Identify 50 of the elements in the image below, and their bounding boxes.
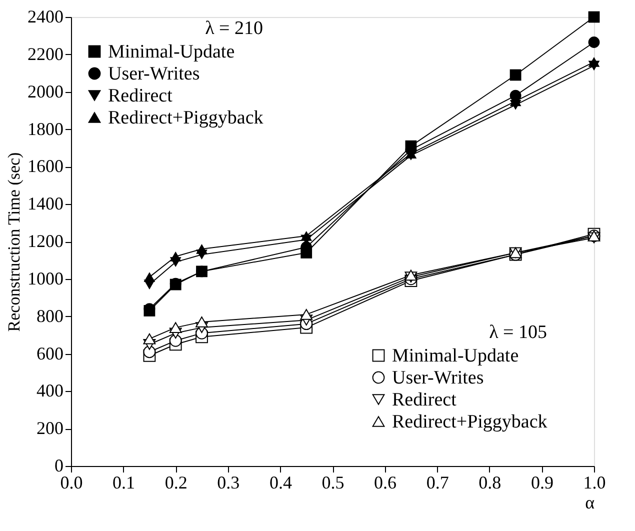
point <box>588 56 600 67</box>
x-axis-title: α <box>585 492 596 512</box>
legend-label: Minimal-Update <box>392 346 519 366</box>
point <box>169 322 182 333</box>
text: λ = 105 <box>489 322 547 343</box>
y-tick-label: 800 <box>36 306 64 326</box>
point <box>510 69 522 81</box>
x-tick-label: 1.0 <box>583 472 606 492</box>
x-tick-label: 0.2 <box>164 472 188 492</box>
point <box>300 230 312 241</box>
point <box>143 346 156 358</box>
y-tick-label: 1400 <box>28 194 64 214</box>
x-tick-label: 0.7 <box>426 472 449 492</box>
x-tick-label: 0.3 <box>217 472 240 492</box>
point <box>170 252 182 262</box>
y-tick-label: 1600 <box>28 156 64 176</box>
point <box>143 333 156 344</box>
point <box>144 272 156 282</box>
x-tick-label: 0.8 <box>478 472 502 492</box>
y-tick-label: 2200 <box>28 44 64 64</box>
x-tick-label: 0.0 <box>60 472 83 492</box>
x-tick-label: 0.4 <box>269 472 292 492</box>
y-tick-label: 2400 <box>28 6 64 26</box>
x-tick-label: 0.1 <box>112 472 136 492</box>
y-axis-title: Reconstruction Time (sec) <box>4 152 24 332</box>
y-tick-label: 400 <box>36 380 64 401</box>
legend-label: Redirect <box>392 390 458 410</box>
y-tick-label: 600 <box>36 343 64 364</box>
point <box>196 244 208 254</box>
legend-label: User-Writes <box>392 368 484 388</box>
point <box>588 36 600 48</box>
legend-label: Minimal-Update <box>108 42 235 62</box>
y-tick-label: 200 <box>36 418 64 438</box>
y-tick-label: 1200 <box>28 231 64 251</box>
y-tick-label: 1000 <box>28 268 64 288</box>
point <box>169 334 182 347</box>
legend-label: Redirect+Piggyback <box>108 108 264 128</box>
y-tick-label: 0 <box>54 456 64 476</box>
x-tick-label: 0.5 <box>322 472 344 492</box>
legend-label: Redirect <box>108 86 174 106</box>
x-tick-label: 0.9 <box>530 472 554 492</box>
legend-label: Redirect+Piggyback <box>392 412 548 432</box>
legend-label: User-Writes <box>108 64 200 84</box>
y-tick-label: 1800 <box>28 118 64 139</box>
point <box>196 316 208 328</box>
point <box>588 11 600 23</box>
text: λ = 210 <box>205 18 263 39</box>
point <box>300 309 313 320</box>
y-tick-label: 2000 <box>28 81 64 102</box>
x-tick-label: 0.6 <box>374 472 397 492</box>
